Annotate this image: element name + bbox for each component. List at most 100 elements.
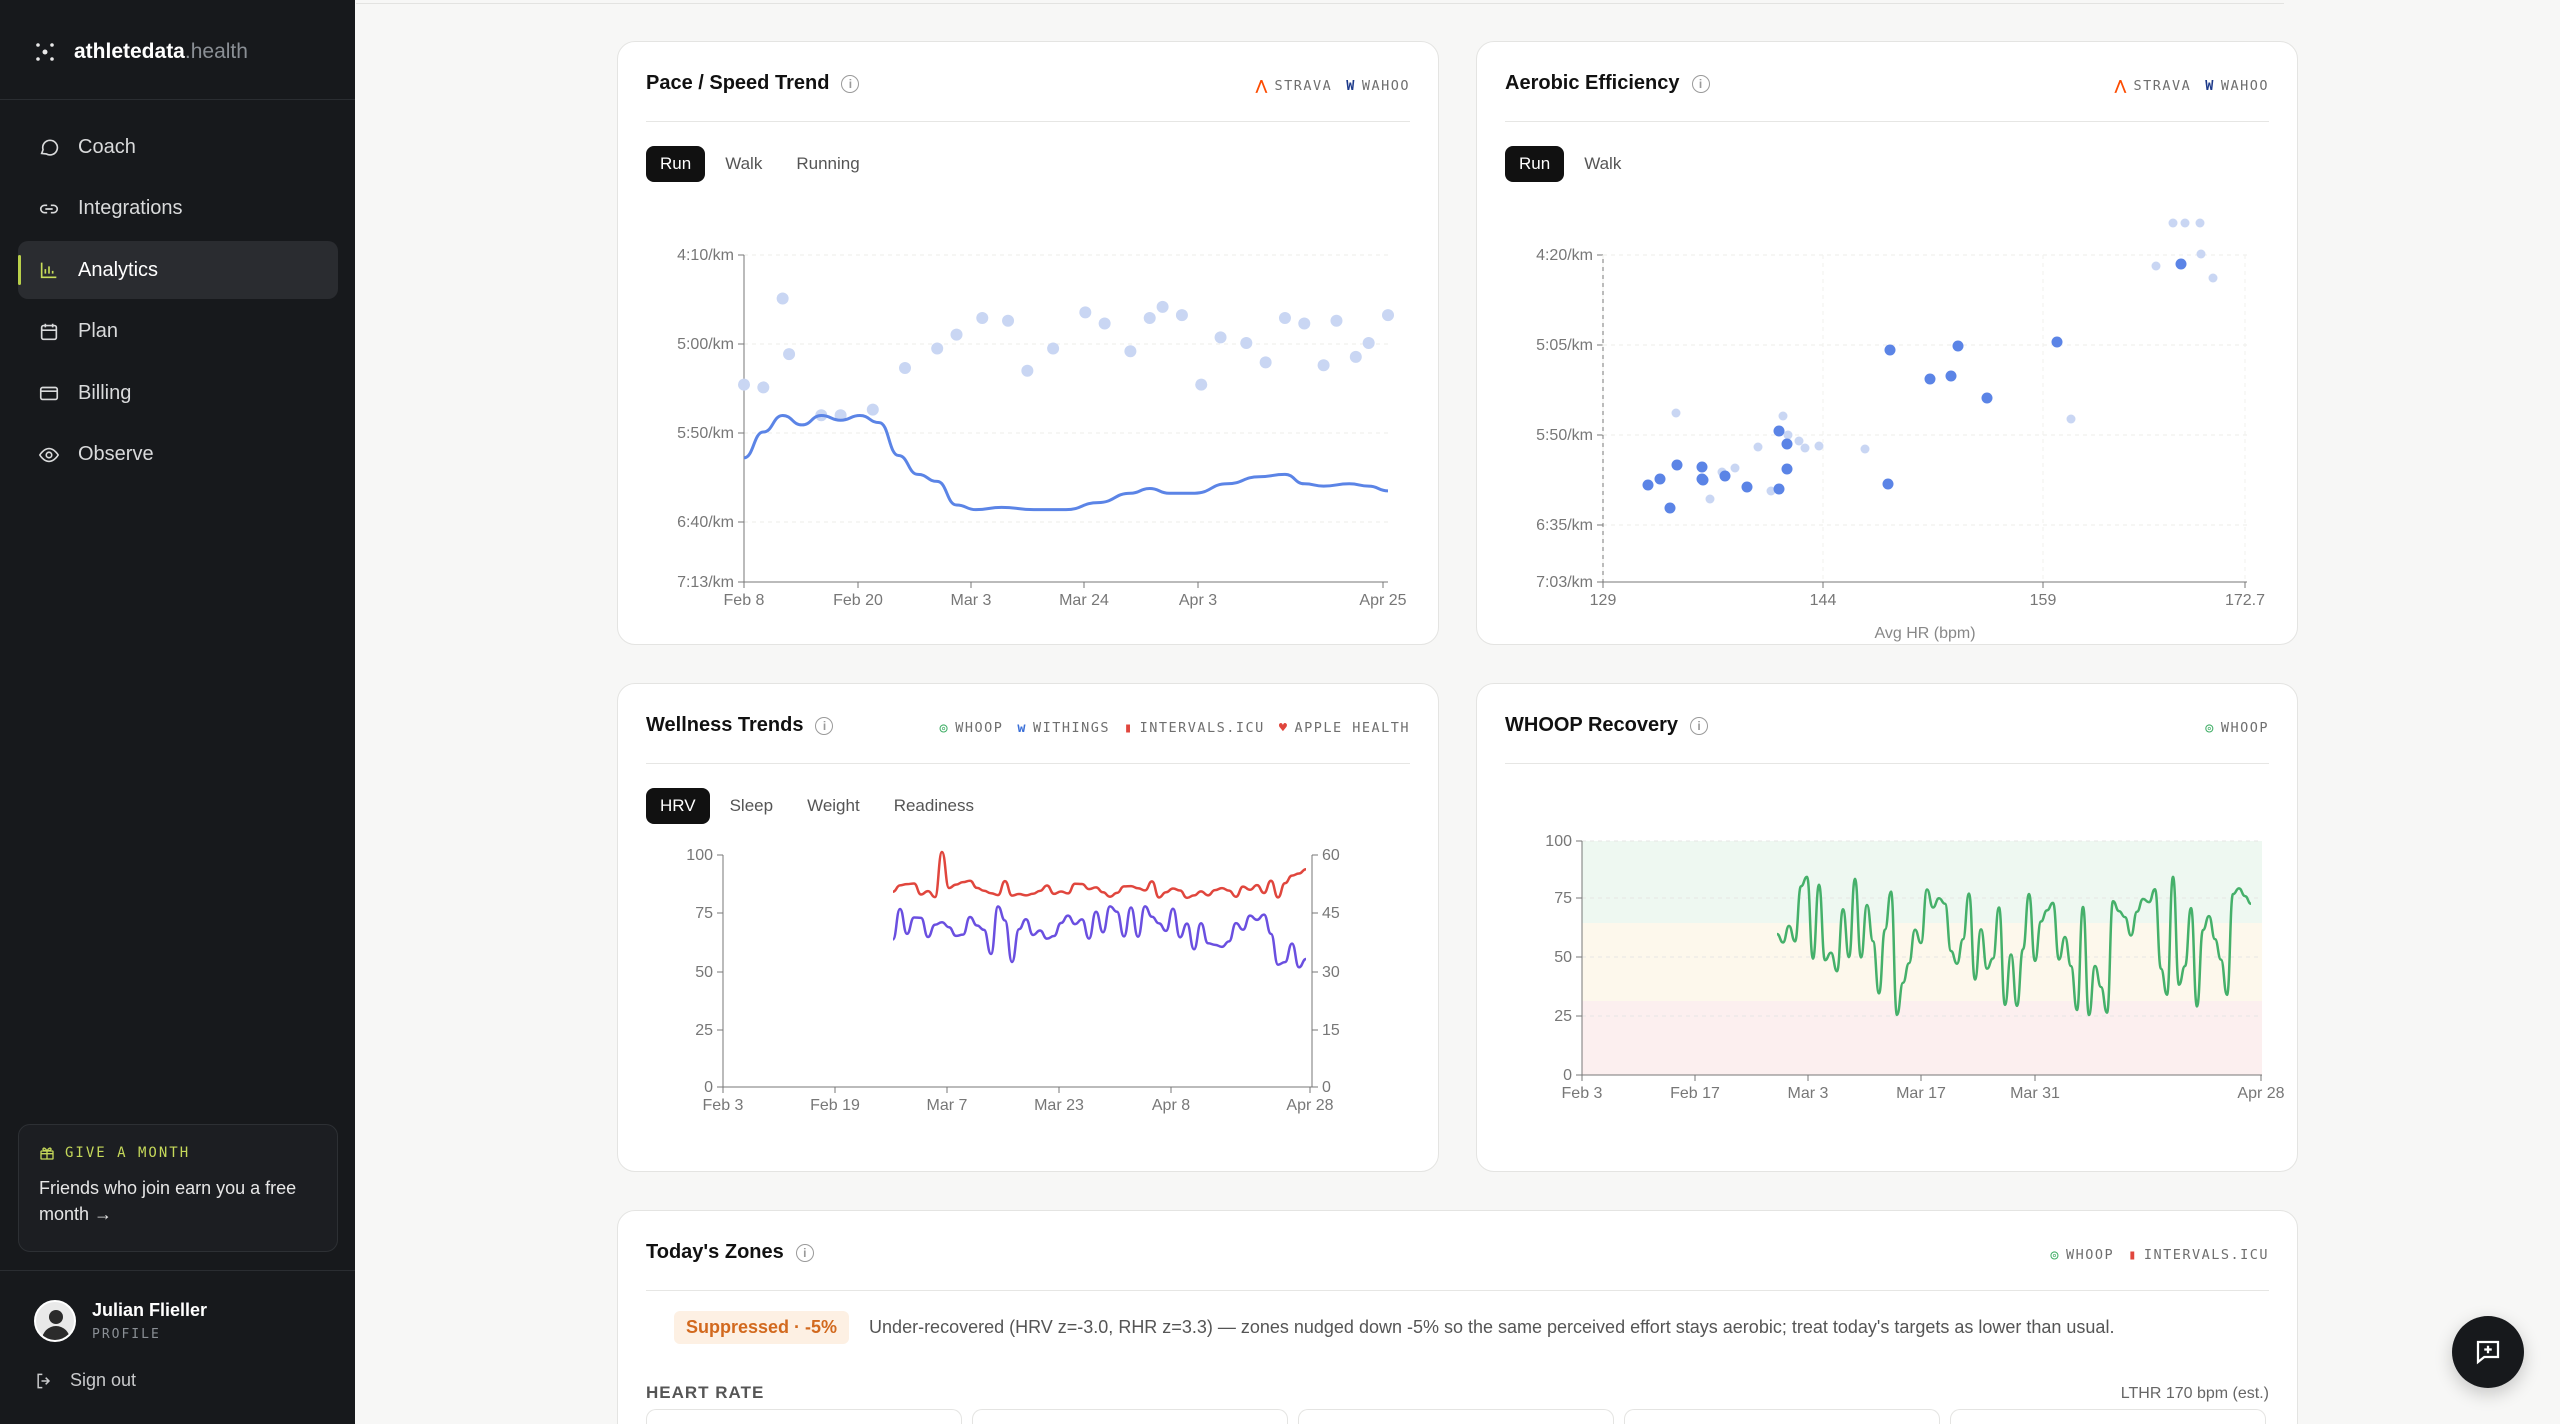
sidebar-item-analytics[interactable]: Analytics bbox=[18, 241, 338, 299]
y2-tick-label: 45 bbox=[1322, 905, 1340, 922]
source-badges: ◎ WHOOP ▮ INTERVALS.ICU bbox=[2050, 1247, 2269, 1263]
divider bbox=[646, 1290, 2269, 1291]
wahoo-icon: W bbox=[2205, 78, 2215, 94]
data-point bbox=[1773, 483, 1785, 495]
green-zone-band bbox=[1582, 841, 2262, 923]
data-point bbox=[1882, 478, 1894, 490]
data-point bbox=[1884, 344, 1896, 356]
wellness-trends-card: Wellness Trends i ◎ WHOOP w WITHINGS ▮ INTE… bbox=[617, 683, 1439, 1172]
y2-tick-label: 15 bbox=[1322, 1022, 1340, 1039]
sidebar-item-plan[interactable]: Plan bbox=[18, 303, 338, 361]
strava-icon: ⋀ bbox=[1255, 78, 1269, 94]
tab-sleep[interactable]: Sleep bbox=[729, 796, 774, 815]
top-divider bbox=[356, 0, 2284, 4]
tab-weight[interactable]: Weight bbox=[807, 796, 860, 815]
y-tick-label: 5:00/km bbox=[677, 336, 734, 353]
tab-run[interactable]: Run bbox=[1505, 146, 1565, 182]
data-point bbox=[776, 292, 789, 305]
tab-run[interactable]: Run bbox=[646, 146, 706, 182]
card-title: Aerobic Efficiency i bbox=[1505, 72, 1710, 95]
zone-box[interactable] bbox=[646, 1409, 962, 1424]
info-icon[interactable]: i bbox=[1690, 716, 1709, 735]
divider bbox=[0, 99, 355, 100]
x-tick-label: 159 bbox=[2030, 592, 2057, 609]
todays-zones-card: Today's Zones i ◎ WHOOP ▮ INTERVALS.ICU Su… bbox=[617, 1210, 2298, 1424]
data-point bbox=[1382, 309, 1394, 322]
data-point bbox=[1664, 502, 1676, 514]
data-point bbox=[2208, 273, 2218, 283]
avatar bbox=[34, 1300, 76, 1342]
data-point bbox=[2175, 258, 2187, 270]
card-title: Wellness Trends i bbox=[646, 714, 834, 737]
sign-out-button[interactable]: Sign out bbox=[34, 1370, 136, 1391]
hrv-line bbox=[891, 905, 1307, 969]
intervals-icon: ▮ bbox=[1124, 720, 1134, 736]
x-tick-label: Apr 28 bbox=[1286, 1097, 1333, 1114]
sidebar-item-billing[interactable]: Billing bbox=[18, 364, 338, 422]
y-tick-label: 4:20/km bbox=[1536, 247, 1593, 264]
brand-name: athletedata bbox=[74, 40, 185, 63]
divider bbox=[0, 1270, 355, 1271]
data-point bbox=[976, 311, 989, 324]
data-point bbox=[931, 342, 944, 355]
zone-box[interactable] bbox=[1298, 1409, 1614, 1424]
promo-tag: GIVE A MONTH bbox=[39, 1145, 317, 1161]
sidebar-item-integrations[interactable]: Integrations bbox=[18, 180, 338, 238]
tab-walk[interactable]: Walk bbox=[725, 154, 763, 173]
y-tick-label: 75 bbox=[1554, 890, 1572, 907]
info-icon[interactable]: i bbox=[1691, 74, 1710, 93]
data-point bbox=[1671, 408, 1681, 418]
data-point bbox=[1259, 356, 1272, 369]
whoop-icon: ◎ bbox=[2205, 720, 2215, 736]
x-tick-label: Mar 3 bbox=[1788, 1085, 1829, 1102]
source-label: WAHOO bbox=[1361, 78, 1410, 94]
divider bbox=[1505, 121, 2269, 122]
tab-hrv[interactable]: HRV bbox=[646, 788, 710, 824]
data-point bbox=[2066, 414, 2076, 424]
card-title-text: WHOOP Recovery bbox=[1505, 714, 1679, 736]
y-tick-label: 6:40/km bbox=[677, 514, 734, 531]
x-tick-label: Mar 7 bbox=[927, 1097, 968, 1114]
sidebar-item-observe[interactable]: Observe bbox=[18, 426, 338, 484]
sidebar-nav: Coach Integrations Analytics Plan Billin… bbox=[18, 118, 338, 487]
data-point bbox=[1671, 459, 1683, 471]
zone-box[interactable] bbox=[1950, 1409, 2266, 1424]
source-wahoo: W WAHOO bbox=[1346, 78, 1410, 94]
x-tick-label: 129 bbox=[1590, 592, 1617, 609]
brand-logo[interactable]: athletedata.health bbox=[34, 36, 248, 68]
feedback-button[interactable] bbox=[2452, 1316, 2524, 1388]
whoop-icon: ◎ bbox=[939, 720, 950, 736]
tab-walk[interactable]: Walk bbox=[1584, 154, 1622, 173]
y-tick-label: 5:05/km bbox=[1536, 337, 1593, 354]
card-title: Pace / Speed Trend i bbox=[646, 72, 860, 95]
referral-promo[interactable]: GIVE A MONTH Friends who join earn you a… bbox=[18, 1124, 338, 1252]
tab-readiness[interactable]: Readiness bbox=[893, 796, 975, 815]
data-point bbox=[2180, 218, 2190, 228]
sidebar-item-label: Plan bbox=[78, 320, 119, 342]
data-point bbox=[1047, 342, 1060, 355]
tab-running[interactable]: Running bbox=[796, 154, 860, 173]
x-tick-label: Apr 25 bbox=[1359, 592, 1406, 609]
sidebar-item-label: Coach bbox=[78, 135, 136, 158]
promo-tag-label: GIVE A MONTH bbox=[65, 1145, 191, 1161]
red-zone-band bbox=[1582, 1001, 2262, 1075]
x-tick-label: Mar 23 bbox=[1034, 1097, 1084, 1114]
source-badges: ⋀ STRAVA W WAHOO bbox=[2115, 78, 2269, 94]
x-tick-label: Mar 31 bbox=[2010, 1085, 2060, 1102]
zone-box[interactable] bbox=[1624, 1409, 1940, 1424]
source-label: STRAVA bbox=[2133, 78, 2192, 94]
source-intervals: ▮ INTERVALS.ICU bbox=[1124, 720, 1265, 736]
sidebar-item-coach[interactable]: Coach bbox=[18, 118, 338, 176]
info-icon[interactable]: i bbox=[815, 716, 834, 735]
source-label: WHOOP bbox=[2066, 1247, 2115, 1263]
zone-box[interactable] bbox=[972, 1409, 1288, 1424]
data-point bbox=[1278, 311, 1291, 324]
user-profile[interactable]: Julian Flieller PROFILE bbox=[34, 1300, 207, 1342]
x-tick-label: Feb 17 bbox=[1670, 1085, 1720, 1102]
data-point bbox=[1298, 317, 1311, 330]
info-icon[interactable]: i bbox=[795, 1243, 814, 1262]
info-icon[interactable]: i bbox=[841, 74, 860, 93]
